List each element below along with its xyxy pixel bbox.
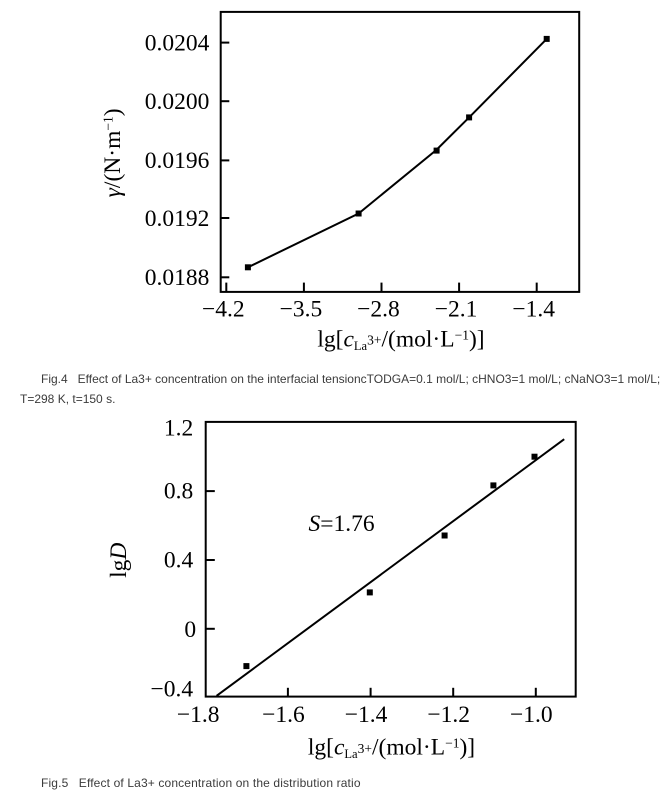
svg-text:γ/(N·m−1): γ/(N·m−1) [100,108,126,197]
svg-text:lgD: lgD [106,543,132,578]
svg-text:−2.1: −2.1 [435,296,478,322]
svg-text:1.2: 1.2 [164,416,193,442]
svg-text:0.0188: 0.0188 [145,265,210,291]
svg-text:0.0196: 0.0196 [145,148,210,174]
svg-text:0.0192: 0.0192 [145,206,210,232]
svg-text:−1.4: −1.4 [345,702,388,728]
svg-text:−1.2: −1.2 [427,702,470,728]
svg-text:−0.4: −0.4 [151,676,194,702]
svg-text:lg[cLa3+/(mol·L−1)]: lg[cLa3+/(mol·L−1)] [308,735,475,762]
svg-text:S=1.76: S=1.76 [309,511,375,537]
svg-text:0.0200: 0.0200 [145,89,210,115]
svg-text:−1.8: −1.8 [177,702,220,728]
svg-text:0: 0 [184,617,196,643]
svg-text:−3.5: −3.5 [280,296,323,322]
svg-text:−1.6: −1.6 [262,702,305,728]
svg-text:0.4: 0.4 [164,547,194,573]
svg-text:−4.2: −4.2 [202,296,245,322]
svg-text:lg[cLa3+/(mol·L−1)]: lg[cLa3+/(mol·L−1)] [317,326,484,353]
svg-text:−1.4: −1.4 [512,296,555,322]
svg-text:−2.8: −2.8 [357,296,400,322]
svg-text:0.0204: 0.0204 [145,30,210,56]
svg-text:0.8: 0.8 [164,479,193,505]
svg-text:−1.0: −1.0 [510,702,553,728]
